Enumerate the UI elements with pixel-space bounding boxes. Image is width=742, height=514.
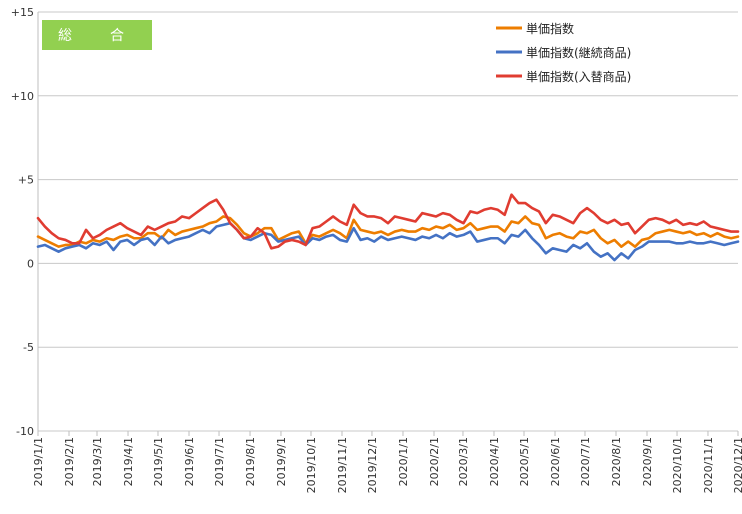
x-tick-label: 2019/6/1 [183,437,196,486]
grid-layer [37,11,738,432]
x-tick-label: 2019/7/1 [213,437,226,486]
x-tick-label: 2020/5/1 [518,437,531,486]
series-line [36,221,740,262]
y-axis-ticks: -10 -5 0 +5 +10 +15 [11,6,34,438]
series-line [36,193,740,250]
y-tick-label: -5 [23,341,34,354]
x-tick-label: 2019/9/1 [275,437,288,486]
y-tick-label: +10 [11,90,34,103]
x-tick-label: 2019/2/1 [63,437,76,486]
legend-label: 単価指数(入替商品) [526,69,631,84]
x-tick-label: 2019/10/1 [305,437,318,493]
x-tick-label: 2019/1/1 [32,437,45,486]
x-tick-label: 2020/3/1 [457,437,470,486]
y-tick-label: 0 [27,257,34,270]
x-tick-label: 2020/10/1 [671,437,684,493]
x-tick-label: 2019/11/1 [336,437,349,493]
series-line [36,215,740,248]
x-tick-label: 2020/6/1 [549,437,562,486]
y-tick-label: -10 [16,425,34,438]
x-tick-label: 2019/12/1 [366,437,379,493]
x-tick-label: 2020/2/1 [428,437,441,486]
series-layer [36,193,740,262]
x-tick-label: 2020/1/1 [397,437,410,486]
y-tick-label: +15 [11,6,34,19]
x-tick-label: 2020/11/1 [702,437,715,493]
x-tick-label: 2020/9/1 [641,437,654,486]
x-tick-label: 2020/8/1 [610,437,623,486]
x-tick-label: 2019/8/1 [244,437,257,486]
x-tick-label: 2020/12/1 [732,437,742,493]
x-tick-label: 2019/4/1 [122,437,135,486]
x-tick-label: 2020/4/1 [488,437,501,486]
legend-label: 単価指数(継続商品) [526,45,631,60]
x-tick-label: 2019/5/1 [152,437,165,486]
y-tick-label: +5 [18,174,34,187]
x-tick-label: 2020/7/1 [579,437,592,486]
x-tick-label: 2019/3/1 [91,437,104,486]
category-badge: 総 合 [42,20,152,50]
legend-label: 単価指数 [526,21,574,36]
x-axis: 2019/1/1 2019/2/1 2019/3/1 2019/4/1 2019/5/1… [32,431,742,493]
